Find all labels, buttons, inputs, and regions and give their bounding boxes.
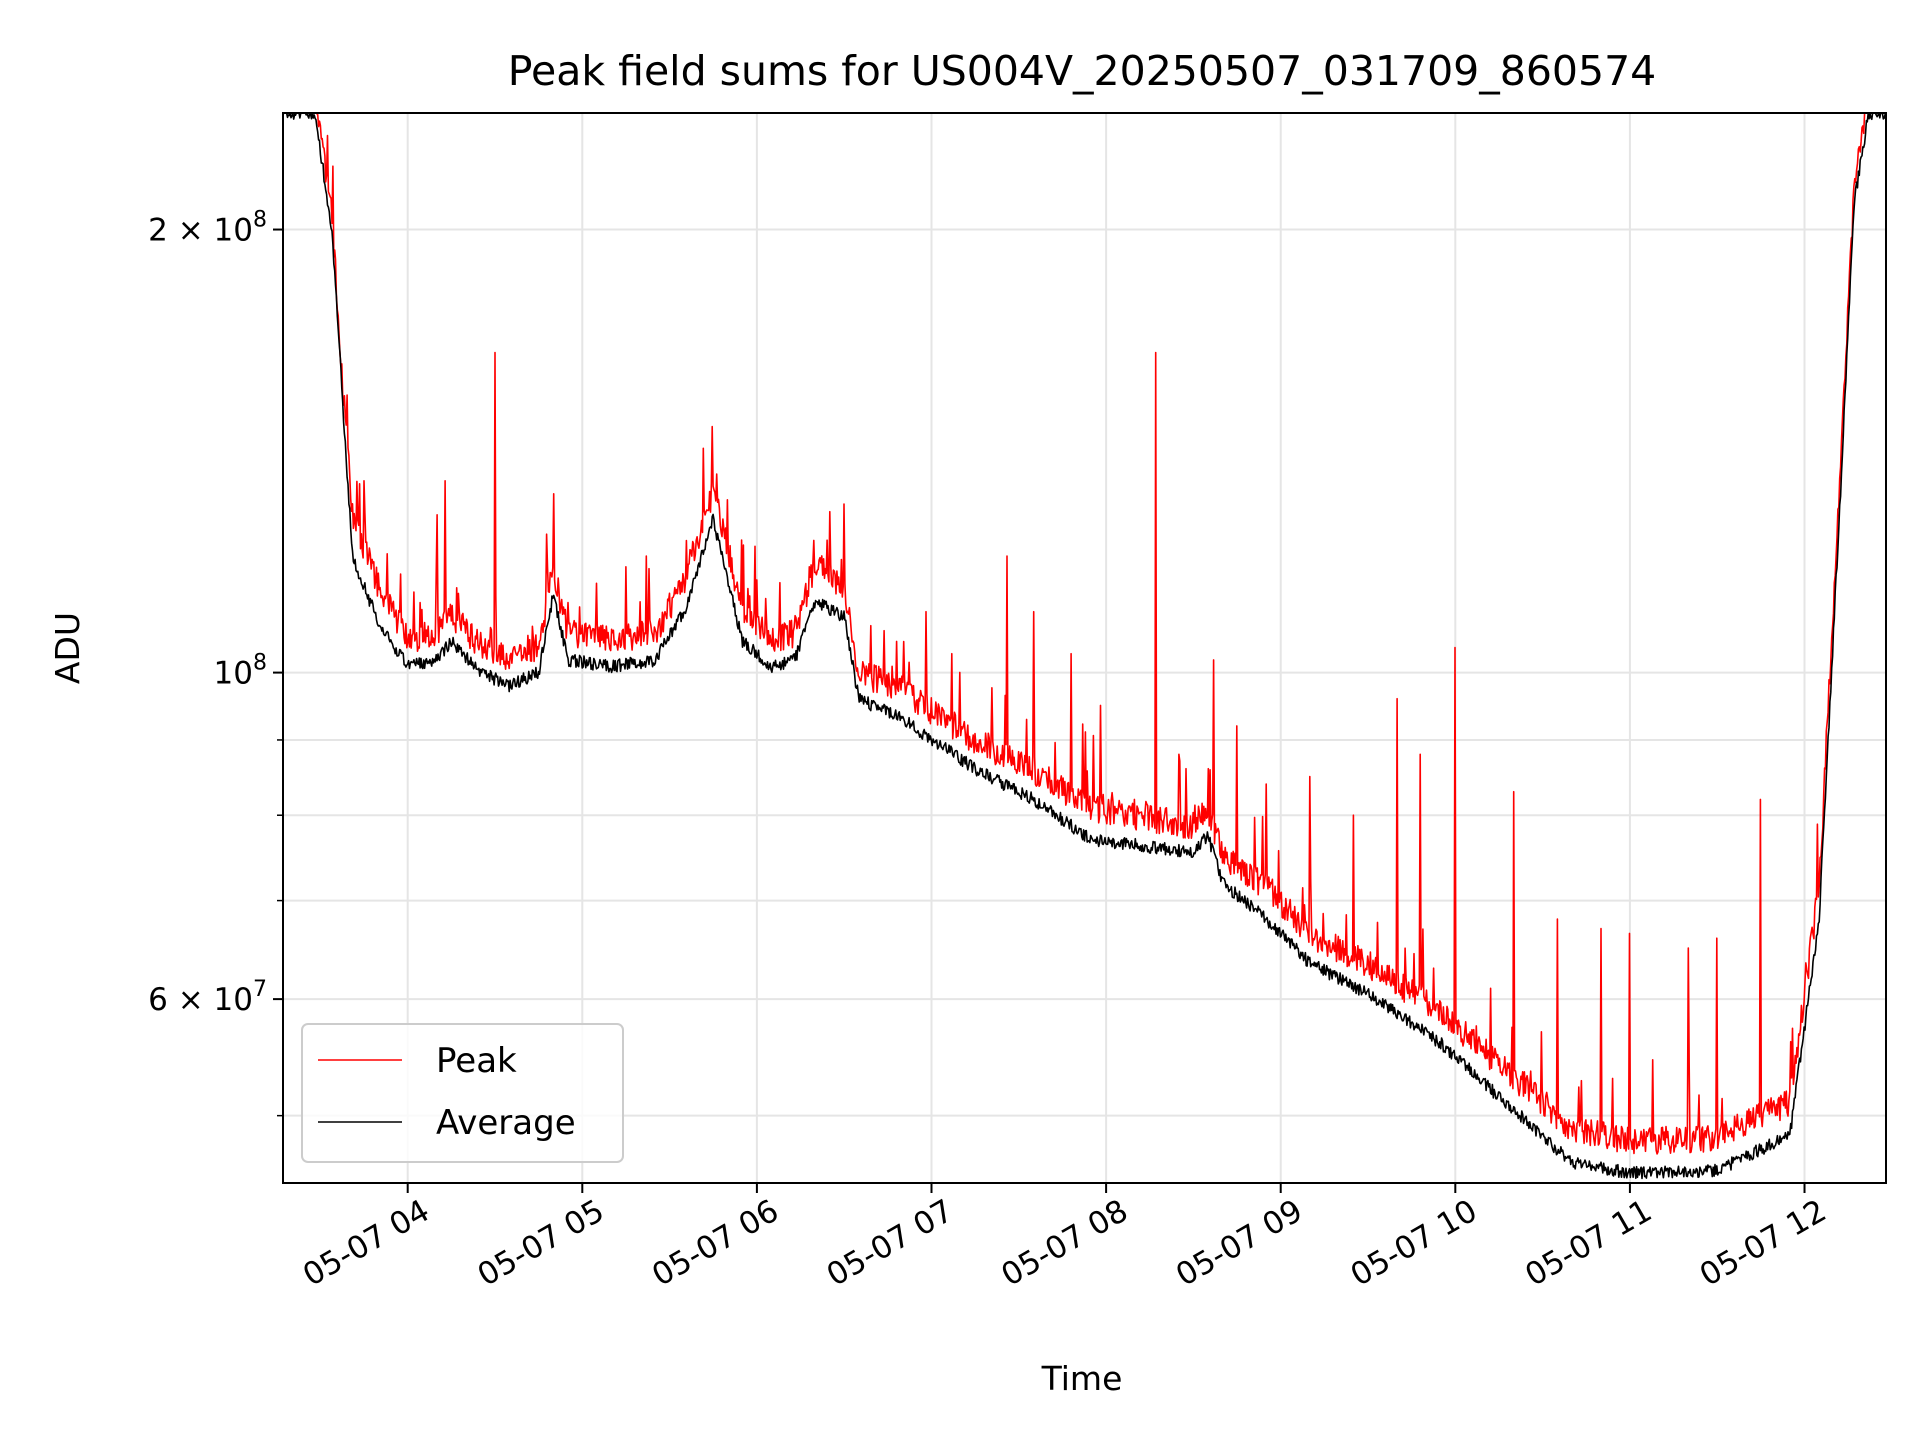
y-tick-label-2: 6 × 107 <box>148 977 267 1018</box>
legend-label-average: Average <box>436 1103 576 1143</box>
y-axis-label: ADU <box>48 612 87 684</box>
chart-title: Peak field sums for US004V_20250507_0317… <box>508 47 1657 95</box>
x-axis-label: Time <box>1041 1359 1123 1398</box>
legend-label-peak: Peak <box>436 1041 517 1081</box>
legend: Peak Average <box>302 1024 623 1162</box>
y-tick-label-0: 2 × 108 <box>148 208 267 249</box>
